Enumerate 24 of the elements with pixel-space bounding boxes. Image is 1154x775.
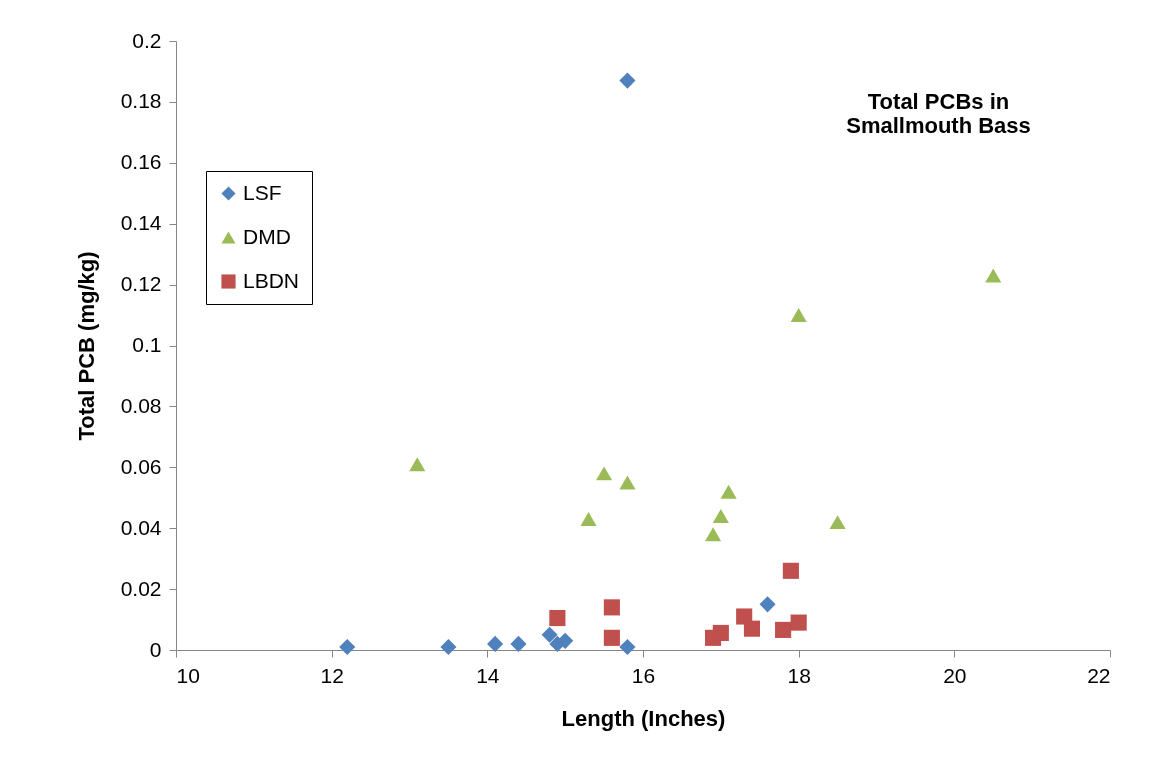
y-tick-label: 0.18	[120, 89, 162, 113]
x-tick-label: 18	[787, 663, 811, 687]
x-tick-label: 12	[320, 663, 344, 687]
y-tick-label: 0.12	[120, 272, 162, 296]
legend-label: LBDN	[243, 268, 300, 292]
legend-label: DMD	[243, 224, 291, 248]
x-tick-label: 10	[176, 663, 200, 687]
y-tick-label: 0.2	[132, 28, 162, 52]
x-axis-title: Length (Inches)	[561, 705, 726, 731]
y-tick-label: 0.14	[120, 211, 162, 235]
y-tick-label: 0.04	[120, 515, 162, 539]
y-tick-label: 0.16	[120, 150, 162, 174]
y-tick-label: 0.02	[120, 576, 162, 600]
text: Total PCBs in Smallmouth Bass	[846, 89, 1031, 138]
y-tick-label: 0.1	[132, 333, 162, 356]
x-tick-label: 16	[631, 663, 656, 687]
legend-label: LSF	[243, 180, 282, 204]
y-tick-label: 0.08	[120, 393, 162, 417]
x-tick-label: 20	[943, 663, 967, 687]
x-tick-label: 14	[476, 663, 500, 687]
x-tick-label: 22	[1087, 663, 1111, 687]
y-tick-label: 0	[149, 637, 162, 661]
y-tick-label: 0.06	[120, 454, 162, 478]
y-axis-title: Total PCB (mg/kg)	[73, 251, 99, 441]
